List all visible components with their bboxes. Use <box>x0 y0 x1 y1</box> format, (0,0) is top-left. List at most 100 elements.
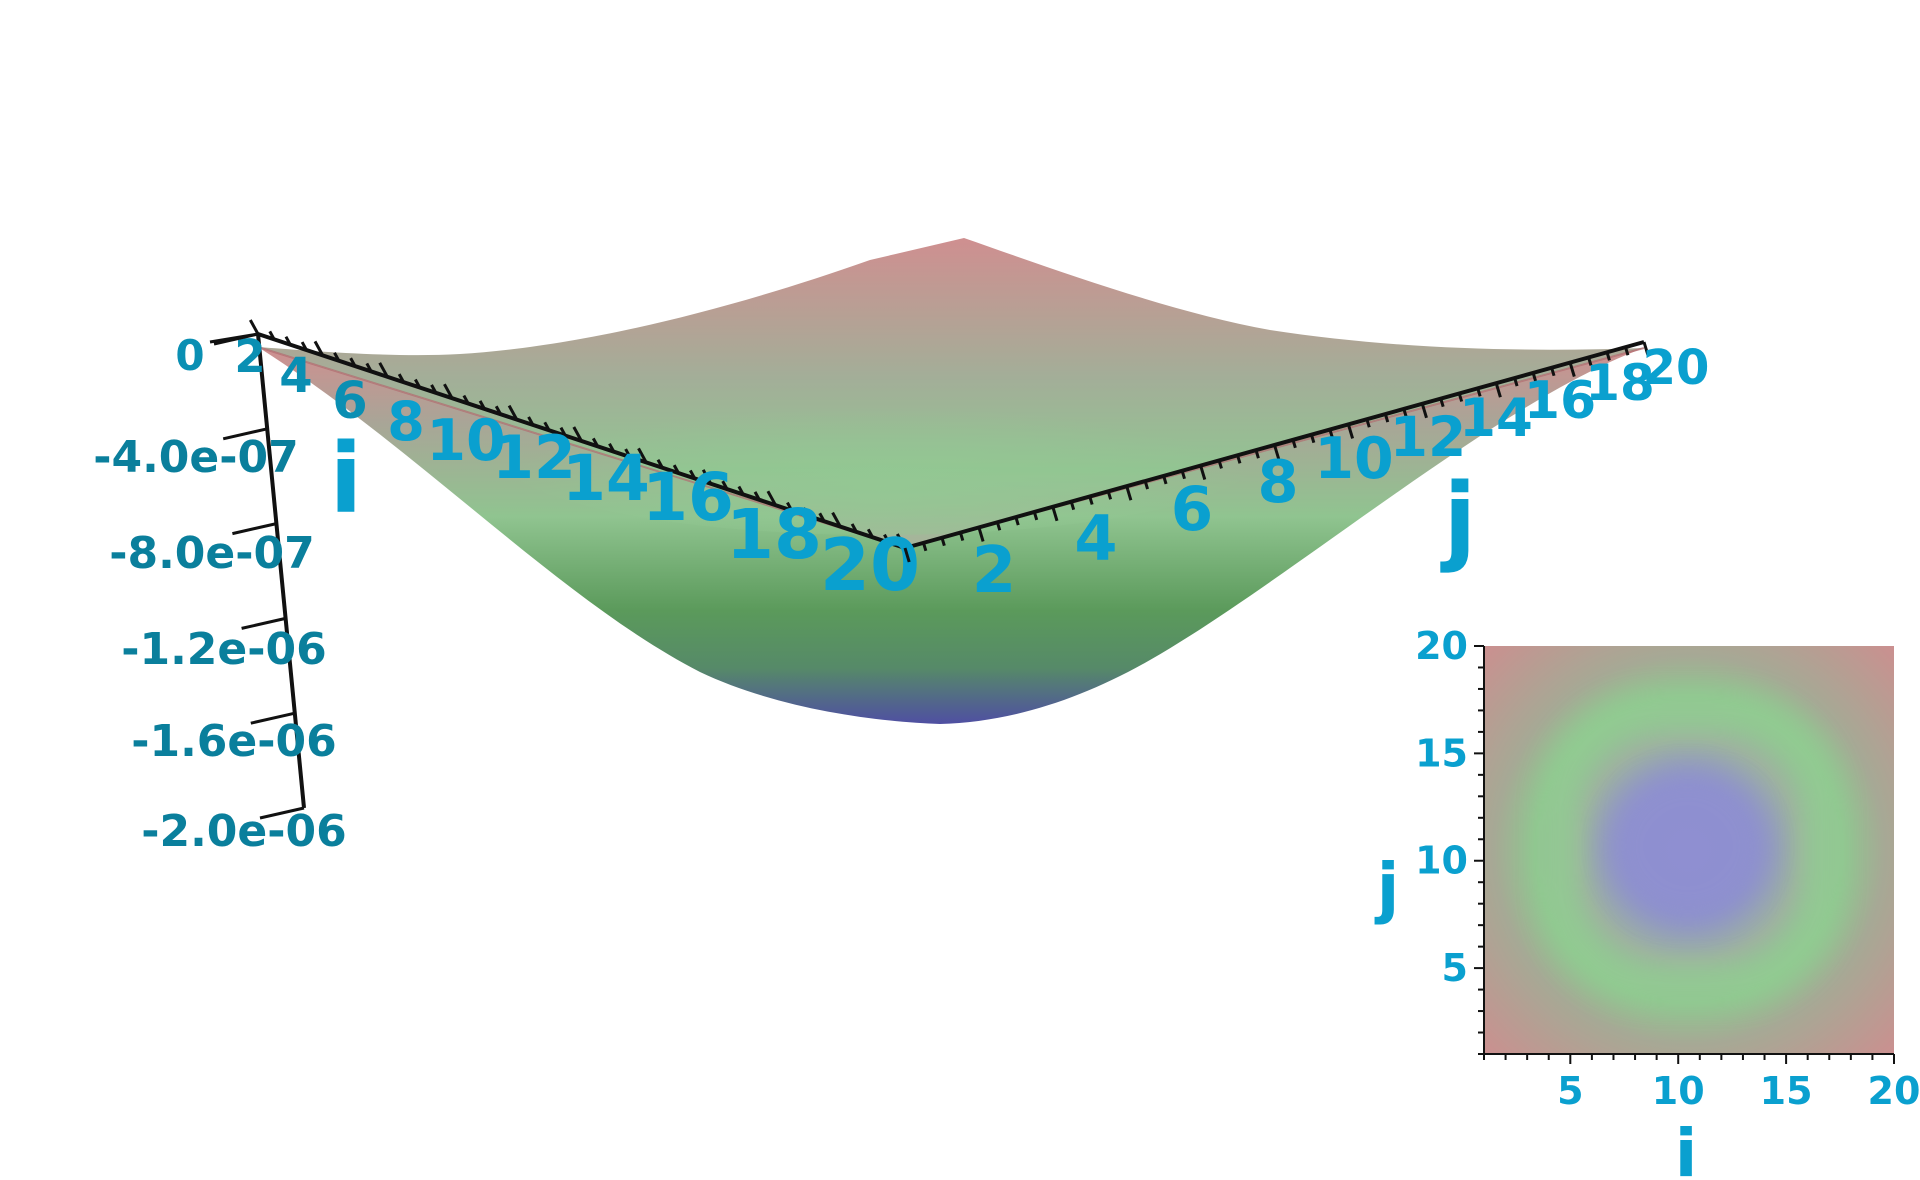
j-tick-label: 14 <box>1459 388 1533 449</box>
i-tick-mark <box>753 491 761 501</box>
j-tick-mark <box>1032 511 1039 521</box>
j-tick-label: 10 <box>1314 426 1393 492</box>
i-tick-mark <box>608 442 616 453</box>
heatmap-ring <box>1543 695 1839 1001</box>
i-tick-mark <box>637 447 648 464</box>
heatmap-y-tick-label: 20 <box>1415 624 1468 668</box>
z-axis-ticks: -4.0e-07 -8.0e-07 -1.2e-06 -1.6e-06 -2.0e-06 <box>93 332 347 857</box>
j-tick-mark <box>1568 362 1576 378</box>
i-tick-mark <box>802 507 810 517</box>
heatmap-center <box>1608 770 1768 922</box>
j-tick-mark <box>1180 470 1186 480</box>
j-tick-mark <box>1106 490 1113 500</box>
i-tick-mark <box>397 373 405 383</box>
i-tick-mark <box>300 341 308 351</box>
i-tick-mark <box>507 404 519 421</box>
j-tick-mark <box>1328 429 1334 438</box>
j-tick-mark <box>922 542 928 552</box>
i-tick-mark <box>543 421 551 432</box>
j-tick-label: 6 <box>1171 474 1213 545</box>
i-tick-mark <box>284 335 292 346</box>
j-tick-mark <box>1494 382 1502 398</box>
j-tick-label: 12 <box>1390 405 1467 469</box>
j-tick-mark <box>1125 485 1133 501</box>
heatmap-x-ticks: 5 10 15 20 <box>1483 1054 1920 1113</box>
heatmap-x-tick-label: 15 <box>1760 1069 1813 1113</box>
z-tick-label: -1.2e-06 <box>121 624 327 675</box>
j-tick-mark <box>977 526 985 542</box>
j-tick-mark <box>1051 506 1059 522</box>
j-tick-mark <box>1069 501 1076 511</box>
i-tick-mark <box>430 384 438 394</box>
j-tick-mark <box>958 532 965 541</box>
j-tick-mark <box>1365 418 1371 428</box>
i-tick-mark <box>866 528 874 539</box>
j-tick-mark <box>1143 480 1150 490</box>
j-tick-mark <box>1254 449 1260 459</box>
j-tick-mark <box>940 537 946 547</box>
i-tick-mark <box>248 319 260 335</box>
i-tick-label: 16 <box>642 459 734 536</box>
i-axis-label: i <box>330 423 363 535</box>
j-tick-label: 18 <box>1585 354 1655 412</box>
j-tick-mark <box>1439 398 1445 408</box>
surface-bowl-side <box>258 347 1644 724</box>
heatmap-x-tick-label: 20 <box>1868 1069 1920 1113</box>
j-tick-mark <box>1383 413 1390 423</box>
z-tick-mark <box>241 616 286 630</box>
i-tick-mark <box>883 533 891 544</box>
j-tick-mark <box>1476 387 1482 397</box>
j-tick-mark <box>1199 465 1207 481</box>
heatmap-x-label: i <box>1675 1115 1698 1180</box>
i-tick-mark <box>572 426 583 442</box>
i-tick-mark <box>766 490 777 506</box>
j-axis-label: j <box>1440 463 1477 575</box>
j-tick-mark <box>1236 454 1242 464</box>
i-tick-mark <box>624 448 632 458</box>
i-tick-label: 12 <box>492 423 576 493</box>
j-tick-mark <box>1531 372 1537 382</box>
j-tick-mark <box>1587 357 1593 366</box>
j-tick-label: 2 <box>972 534 1017 608</box>
i-tick-mark <box>689 469 697 480</box>
i-tick-label: 20 <box>820 523 920 607</box>
i-tick-mark <box>478 400 486 410</box>
i-tick-mark <box>850 523 858 533</box>
j-tick-mark <box>1624 346 1630 356</box>
z-tick-mark <box>232 522 277 536</box>
j-tick-label: 20 <box>1643 340 1710 396</box>
i-tick-label: 14 <box>562 442 650 515</box>
heatmap-y-tick-label: 5 <box>1442 946 1468 990</box>
i-tick-label: 6 <box>332 372 368 431</box>
j-tick-label: 8 <box>1257 447 1298 516</box>
i-tick-mark <box>559 426 567 437</box>
z-tick-label: -2.0e-06 <box>141 806 347 857</box>
i-tick-mark <box>349 357 357 367</box>
i-tick-mark <box>313 340 325 357</box>
i-tick-mark <box>701 469 713 485</box>
i-tick-mark <box>365 362 373 373</box>
i-tick-mark <box>656 459 664 469</box>
i-tick-mark <box>414 378 422 389</box>
i-tick-label: 0 <box>175 331 204 380</box>
i-tick-label: 8 <box>387 390 425 453</box>
heatmap-x-tick-label: 10 <box>1652 1069 1705 1113</box>
i-tick-mark <box>268 330 276 341</box>
j-tick-mark <box>1273 444 1281 460</box>
j-tick-mark <box>1605 351 1611 361</box>
j-tick-mark <box>903 547 911 563</box>
z-tick-label: -8.0e-07 <box>109 528 315 579</box>
i-tick-label: 4 <box>279 348 312 404</box>
z-tick-label: -4.0e-07 <box>93 432 299 483</box>
heatmap-x-tick-label: 5 <box>1557 1069 1583 1113</box>
i-tick-mark <box>831 511 842 528</box>
i-tick-mark <box>591 437 599 448</box>
i-tick-mark <box>527 416 535 426</box>
j-tick-mark <box>1088 496 1094 505</box>
i-tick-mark <box>895 533 907 549</box>
heatmap-y-ticks: 5 10 15 20 <box>1415 624 1484 1055</box>
surface-top-glow <box>500 375 1260 535</box>
